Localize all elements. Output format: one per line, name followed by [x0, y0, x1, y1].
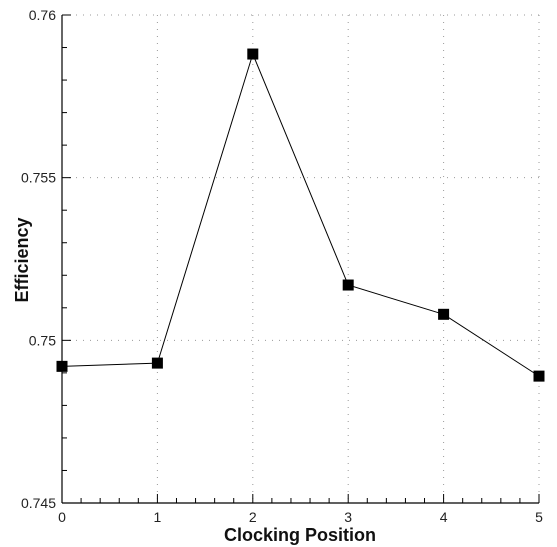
y-tick-label: 0.76: [29, 7, 56, 23]
y-axis-title: Efficiency: [12, 217, 32, 302]
grid: [62, 14, 540, 503]
series-line: [61, 52, 540, 377]
x-tick-label: 4: [440, 509, 448, 525]
x-tick-label: 5: [535, 509, 543, 525]
x-tick-label: 1: [154, 509, 162, 525]
data-point-marker: [533, 370, 545, 382]
ticks: [61, 14, 540, 504]
tick-labels: 0.745 0.75 0.755 0.76 0 1 2 3 4 5: [21, 7, 543, 525]
x-axis-title: Clocking Position: [224, 525, 376, 545]
x-tick-label: 3: [344, 509, 352, 525]
data-point-marker: [342, 279, 354, 291]
x-tick-label: 2: [249, 509, 257, 525]
data-point-marker: [151, 357, 163, 369]
x-tick-label: 0: [58, 509, 66, 525]
data-point-marker: [438, 308, 450, 320]
series: [56, 48, 545, 382]
y-tick-label: 0.75: [29, 332, 56, 348]
data-point-marker: [56, 360, 68, 372]
data-point-marker: [247, 48, 259, 60]
y-tick-label: 0.755: [21, 170, 56, 186]
y-tick-label: 0.745: [21, 495, 56, 511]
axes: [61, 15, 539, 504]
